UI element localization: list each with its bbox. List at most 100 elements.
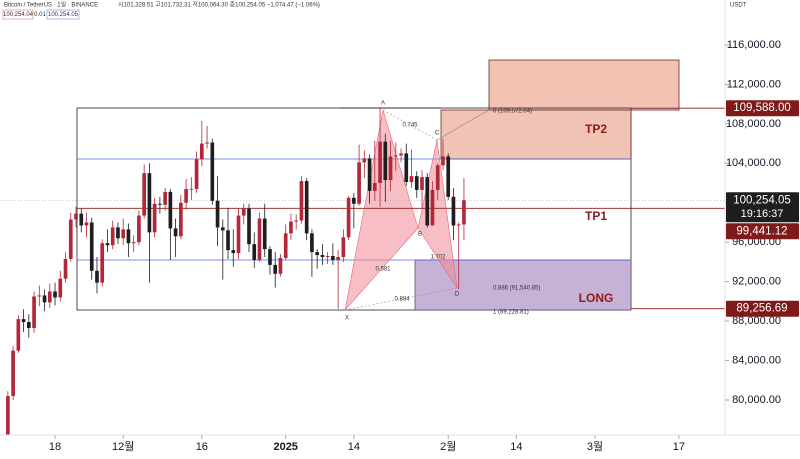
countdown: 19:16:37	[741, 208, 784, 220]
ask: 100,254.05	[48, 12, 79, 18]
candle-body	[315, 252, 319, 256]
candle-body	[194, 159, 199, 189]
candle-body	[47, 291, 52, 303]
candle-body	[110, 227, 115, 246]
price-tag-label: 109,588.00	[733, 102, 791, 114]
candle-body	[241, 208, 246, 216]
candle-body	[404, 153, 409, 183]
pattern-label: 0.745	[402, 123, 418, 129]
price-tag	[726, 100, 799, 117]
ohlc: 시101,328.51 고101,732.31 저100,064.30 종100…	[118, 1, 320, 9]
candle-body	[420, 177, 424, 190]
candle-body	[425, 177, 430, 226]
candle-body	[393, 155, 398, 157]
x-tick-label: 3월	[587, 440, 603, 453]
candle-body	[325, 256, 330, 257]
x-tick-label: 2월	[440, 440, 456, 453]
candle-body	[399, 153, 403, 156]
price-tag-label: 89,256.69	[736, 303, 787, 315]
candle-body	[352, 197, 356, 204]
candle-body	[310, 233, 314, 253]
pattern-label: C	[435, 131, 440, 137]
pattern-label: 0.884	[394, 297, 410, 303]
candle-body	[362, 158, 367, 163]
pattern-line	[344, 287, 458, 311]
candle-body	[6, 396, 10, 435]
y-tick-label: 80,000.00	[732, 394, 781, 406]
candle-body	[79, 213, 84, 226]
candle-body	[158, 203, 162, 205]
y-tick-label: 112,000.00	[727, 78, 781, 90]
candle-body	[226, 230, 230, 251]
candle-body	[372, 183, 377, 191]
target-box	[488, 59, 680, 111]
candle-body	[236, 215, 241, 254]
candle-body	[168, 191, 173, 229]
y-tick-label: 104,000.00	[726, 157, 781, 169]
candle-body	[37, 295, 42, 297]
candle-body	[220, 227, 225, 231]
candle-body	[100, 243, 105, 283]
candles	[6, 108, 466, 438]
candle-body	[179, 202, 183, 237]
candle-body	[283, 233, 288, 258]
x-tick-label: 2025	[273, 441, 297, 453]
candle-body	[95, 270, 99, 283]
candle-body	[63, 258, 68, 279]
candle-body	[262, 218, 267, 250]
candle-body	[268, 249, 272, 265]
symbol: Bitcoin / TetherUS · 1일 · BINANCE	[4, 1, 98, 9]
candle-body	[257, 218, 262, 260]
candle-body	[357, 162, 361, 204]
candle-body	[441, 156, 445, 166]
candle-body	[294, 220, 299, 222]
currency: USDT	[730, 3, 747, 9]
candle-body	[147, 173, 152, 233]
y-tick-label: 92,000.00	[732, 276, 781, 288]
pattern-label: D	[455, 292, 460, 298]
pattern-label: 0 (109,572.04)	[493, 109, 532, 115]
candle-body	[173, 228, 178, 237]
candle-body	[409, 176, 414, 183]
sell-box[interactable]	[2, 9, 34, 20]
candle-body	[451, 196, 456, 226]
candle-body	[137, 215, 141, 243]
candle-body	[367, 158, 372, 191]
candle-body	[299, 181, 304, 221]
x-tick-label: 14	[348, 441, 360, 453]
candle-body	[21, 319, 26, 323]
candle-body	[456, 224, 461, 226]
candle-body	[74, 213, 78, 220]
zone-label: TP1	[585, 209, 607, 223]
candle-body	[53, 291, 57, 298]
candle-body	[331, 256, 335, 260]
candle-body	[346, 197, 351, 238]
y-tick-label: 108,000.00	[726, 118, 781, 130]
candle-body	[304, 181, 309, 234]
candle-body	[105, 243, 110, 246]
candle-body	[278, 257, 283, 274]
candle-body	[121, 229, 126, 239]
candle-body	[252, 244, 257, 260]
pattern-label: 1.702	[430, 255, 446, 261]
candle-body	[383, 141, 388, 181]
tp2-zone	[440, 109, 632, 160]
candle-body	[42, 295, 47, 303]
drawings: TP2 TP1 LONG X A B C D 0.745 0.581 1.702 0.884 0 (10…	[0, 59, 725, 322]
buy-box[interactable]	[46, 9, 80, 20]
candle-body	[388, 156, 393, 181]
candle-body	[58, 278, 63, 298]
candle-body	[142, 173, 146, 216]
candle-body	[462, 200, 466, 225]
candle-body	[163, 191, 167, 205]
zone-label: TP2	[585, 122, 607, 136]
fib-line	[436, 109, 490, 141]
candle-body	[11, 350, 15, 397]
candle-body	[205, 142, 209, 144]
pattern-label: B	[418, 232, 422, 238]
candle-body	[231, 250, 236, 254]
candle-body	[16, 319, 21, 351]
candle-body	[68, 219, 73, 259]
pattern-label: X	[345, 316, 349, 322]
